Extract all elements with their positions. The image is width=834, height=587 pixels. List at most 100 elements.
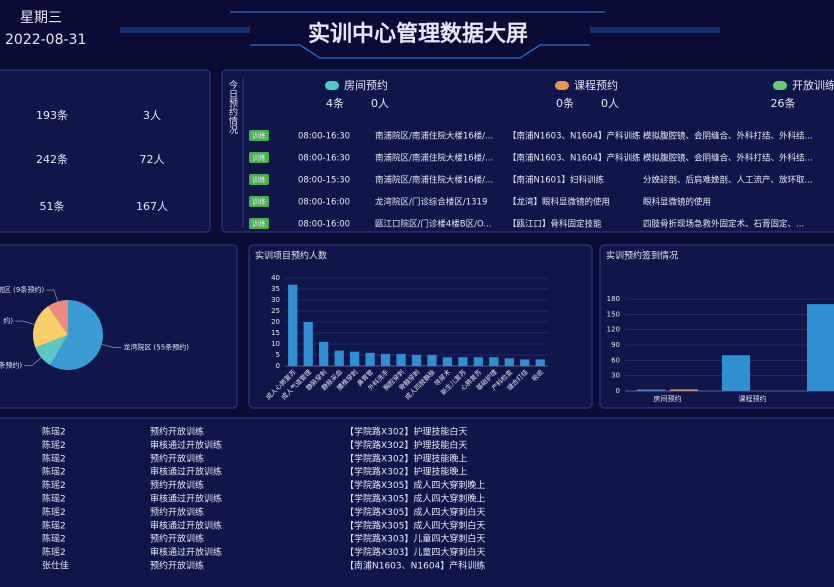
action: 预约开放训练 (150, 506, 204, 518)
activity-panel (0, 417, 834, 587)
signin-panel (599, 244, 834, 409)
bar (722, 355, 750, 391)
header-frame (230, 11, 605, 59)
y-tick-label: 180 (607, 295, 620, 303)
legend-count: 26条 (771, 96, 796, 110)
legend-count: 0条 (556, 96, 574, 110)
y-tick-label: 5 (276, 351, 280, 359)
y-tick-label: 30 (611, 372, 620, 380)
bar (380, 353, 391, 366)
bar (473, 357, 484, 366)
x-tick-label: 课程预约 (739, 394, 767, 403)
bar (489, 357, 499, 366)
place: 瓯江口院区/门诊楼4楼B区/O... (375, 219, 491, 230)
content: 模拟腹腔镜、会阴缝合、外科打结、外科结... (643, 131, 813, 142)
summary-count: 51条 (40, 199, 65, 213)
action: 审核通过开放训练 (150, 493, 222, 505)
y-tick-label: 20 (271, 318, 280, 326)
action: 预约开放训练 (150, 533, 204, 545)
room: 【龙湾】眼科显微镜的使用 (508, 197, 610, 208)
bar (427, 355, 437, 366)
bar (411, 355, 422, 366)
bar (319, 341, 329, 366)
legend-count: 4条 (326, 96, 344, 110)
user: 张仕佳 (42, 560, 69, 572)
summary-people: 72人 (140, 153, 165, 166)
action: 审核通过开放训练 (150, 439, 222, 451)
course: 【学院路X305】成人四大穿刺晚上 (345, 479, 485, 491)
pie-label: 区 (10条预约) (0, 360, 22, 369)
user: 陈瑶2 (42, 519, 66, 531)
action: 预约开放训练 (150, 560, 204, 572)
tag-chip (249, 174, 269, 185)
chart-title: 实训项目预约人数 (255, 250, 327, 262)
legend-swatch (773, 81, 787, 90)
page-title: 实训中心管理数据大屏 (308, 21, 528, 47)
tag-chip (249, 130, 269, 141)
user: 陈瑶2 (42, 546, 66, 558)
bar (670, 389, 698, 391)
course: 【学院路X302】护理技能白天 (345, 426, 467, 438)
bar (807, 304, 834, 391)
y-tick-label: 15 (271, 329, 280, 337)
user: 陈瑶2 (42, 493, 66, 505)
weekday: 星期三 (20, 10, 62, 26)
bar (504, 358, 514, 366)
course: 【学院路X302】护理技能晚上 (345, 466, 467, 478)
bar (349, 351, 360, 366)
today-label: 今日预约情况 (227, 79, 238, 135)
room: 【南浦N1603、N1604】产科训练 (508, 153, 641, 164)
course: 【学院路X302】护理技能晚上 (345, 452, 467, 464)
tag: 训练 (252, 175, 266, 184)
bar (535, 359, 545, 366)
bar (637, 389, 665, 391)
summary-people: 3人 (143, 109, 161, 122)
room: 【南浦N1603、N1604】产科训练 (508, 131, 641, 142)
place: 龙湾院区/门诊综合楼区/1319 (375, 197, 487, 208)
content: 眼科显微镜的使用 (643, 197, 711, 208)
y-tick-label: 90 (611, 341, 620, 349)
legend-people: 0人 (601, 97, 619, 110)
course: 【学院路X305】成人四大穿刺白天 (345, 519, 485, 531)
user: 陈瑶2 (42, 533, 66, 545)
date: 2022-08-31 (5, 32, 86, 48)
y-tick-label: 10 (271, 340, 280, 348)
pie-label: 约) (3, 316, 13, 325)
tag-chip (249, 196, 269, 207)
pie-label: 院区 (9条预约) (0, 285, 44, 294)
y-tick-label: 40 (271, 274, 280, 282)
y-tick-label: 25 (271, 307, 280, 315)
bar (442, 357, 453, 366)
y-tick-label: 35 (271, 285, 280, 293)
y-tick-label: 30 (271, 296, 280, 304)
leader-line (46, 289, 58, 302)
action: 审核通过开放训练 (150, 519, 222, 531)
place: 南浦院区/南浦住院大楼16楼/... (375, 175, 493, 186)
bar (334, 350, 344, 366)
bar (396, 353, 406, 366)
action: 审核通过开放训练 (150, 546, 222, 558)
course: 【学院路X305】成人四大穿刺晚上 (345, 493, 485, 505)
course: 【学院路X303】儿童四大穿刺白天 (345, 533, 485, 545)
time: 08:00-15:30 (298, 176, 350, 186)
time: 08:00-16:30 (298, 132, 350, 142)
bar (520, 359, 530, 366)
chart-title: 实训预约签到情况 (606, 250, 678, 262)
pie-label: 龙湾院区 (55条预约) (123, 342, 189, 351)
pie-slice (35, 335, 68, 366)
pie-slice (32, 306, 68, 348)
course: 【学院路X303】儿童四大穿刺白天 (345, 546, 485, 558)
course: 【学院路X302】护理技能白天 (345, 439, 467, 451)
leader-line (15, 320, 35, 325)
legend-name: 开放训练 (792, 78, 834, 92)
y-tick-label: 0 (616, 387, 620, 395)
bar-panel (248, 244, 593, 409)
place: 南浦院区/南浦住院大楼16楼/... (375, 131, 493, 142)
user: 陈瑶2 (42, 452, 66, 464)
tag: 训练 (252, 197, 266, 206)
leader-line (101, 343, 122, 348)
user: 陈瑶2 (42, 439, 66, 451)
bar (303, 322, 313, 366)
y-tick-label: 150 (607, 310, 620, 318)
